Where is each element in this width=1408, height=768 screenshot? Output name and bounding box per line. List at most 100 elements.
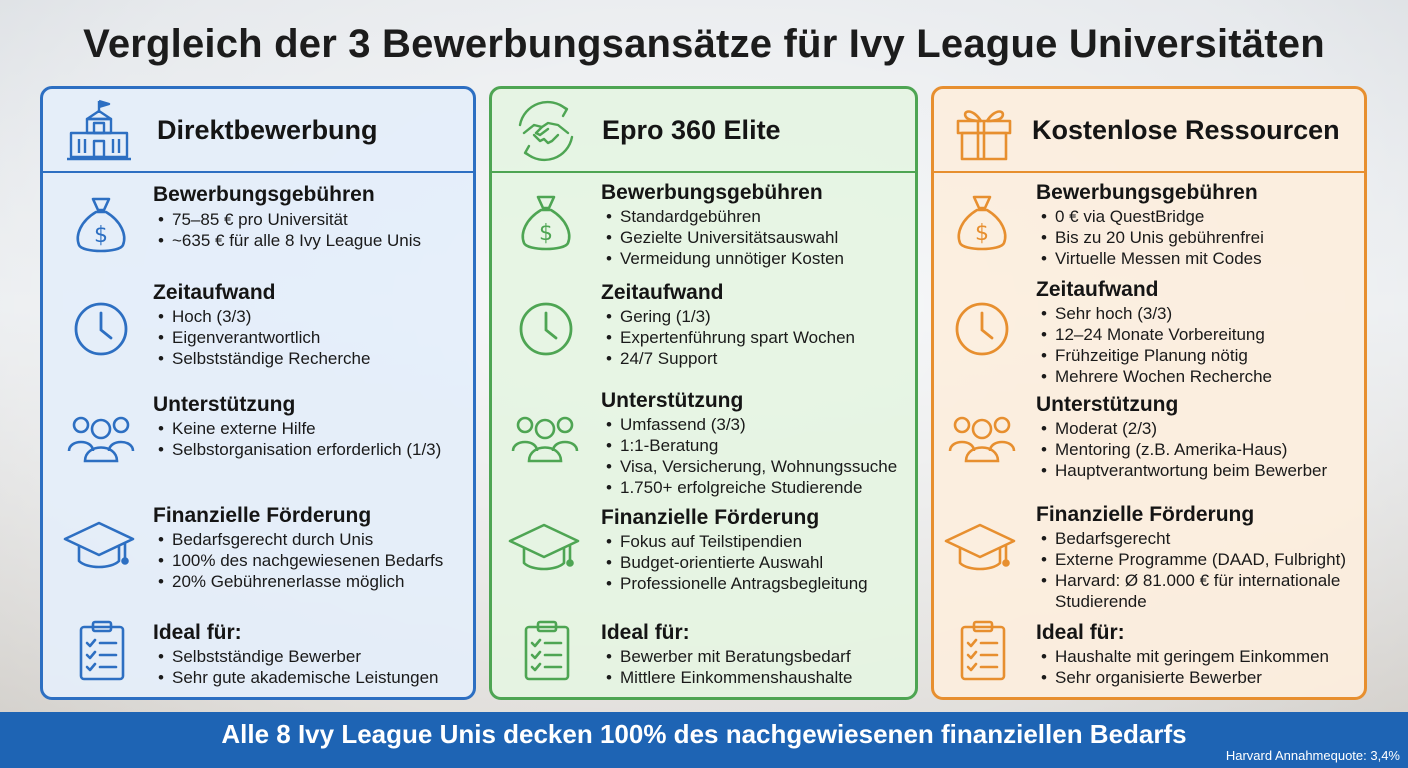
- card-title: Direktbewerbung: [157, 115, 378, 145]
- section-title-support: Unterstützung: [153, 393, 296, 416]
- gift-box-icon: [948, 97, 1020, 165]
- section-title-time: Zeitaufwand: [601, 281, 724, 304]
- section-list-support: Moderat (2/3) Mentoring (z.B. Amerika-Ha…: [1041, 418, 1327, 481]
- list-item: Sehr hoch (3/3): [1041, 303, 1272, 324]
- money-bag-icon: $: [514, 191, 578, 255]
- section-title-fees: Bewerbungsgebühren: [1036, 181, 1258, 204]
- card-title: Epro 360 Elite: [602, 115, 781, 145]
- list-item: Frühzeitige Planung nötig: [1041, 345, 1272, 366]
- list-item: Sehr gute akademische Leistungen: [158, 667, 439, 688]
- clock-icon: [69, 295, 133, 359]
- card-header: Epro 360 Elite: [492, 89, 915, 173]
- section-list-funding: Fokus auf Teilstipendien Budget-orientie…: [606, 531, 868, 594]
- list-item: 24/7 Support: [606, 348, 855, 369]
- section-title-ideal: Ideal für:: [601, 621, 690, 644]
- people-group-icon: [65, 405, 137, 469]
- section-list-ideal: Haushalte mit geringem Einkommen Sehr or…: [1041, 646, 1329, 688]
- footer-note: Harvard Annahmequote: 3,4%: [1225, 748, 1400, 763]
- svg-text:$: $: [539, 221, 553, 246]
- clock-icon: [514, 295, 578, 359]
- footer-headline: Alle 8 Ivy League Unis decken 100% des n…: [221, 719, 1187, 749]
- university-building-icon: [63, 97, 135, 165]
- list-item: ~635 € für alle 8 Ivy League Unis: [158, 230, 421, 251]
- list-item: 12–24 Monate Vorbereitung: [1041, 324, 1272, 345]
- list-item: Haushalte mit geringem Einkommen: [1041, 646, 1329, 667]
- list-item: Bedarfsgerecht durch Unis: [158, 529, 443, 550]
- section-title-time: Zeitaufwand: [1036, 278, 1159, 301]
- list-item: 1:1-Beratung: [606, 435, 897, 456]
- clipboard-checklist-icon: [952, 619, 1016, 683]
- section-list-ideal: Selbstständige Bewerber Sehr gute akadem…: [158, 646, 439, 688]
- section-list-ideal: Bewerber mit Beratungsbedarf Mittlere Ei…: [606, 646, 852, 688]
- list-item: Mittlere Einkommenshaushalte: [606, 667, 852, 688]
- money-bag-icon: $: [69, 193, 133, 257]
- money-bag-icon: $: [950, 191, 1014, 255]
- section-list-fees: 75–85 € pro Universität ~635 € für alle …: [158, 209, 421, 251]
- card-direktbewerbung: Direktbewerbung $ Bewerbungsgebühren 75–…: [40, 86, 476, 700]
- graduation-cap-icon: [63, 513, 135, 577]
- card-kostenlose-ressourcen: Kostenlose Ressourcen $ Bewerbungsgebühr…: [931, 86, 1367, 700]
- section-title-fees: Bewerbungsgebühren: [601, 181, 823, 204]
- section-title-support: Unterstützung: [1036, 393, 1179, 416]
- list-item: Bewerber mit Beratungsbedarf: [606, 646, 852, 667]
- list-item: Standardgebühren: [606, 206, 844, 227]
- list-item: Keine externe Hilfe: [158, 418, 441, 439]
- list-item: Gering (1/3): [606, 306, 855, 327]
- list-item: Mentoring (z.B. Amerika-Haus): [1041, 439, 1327, 460]
- section-title-ideal: Ideal für:: [1036, 621, 1125, 644]
- list-item: Budget-orientierte Auswahl: [606, 552, 868, 573]
- section-list-funding: Bedarfsgerecht Externe Programme (DAAD, …: [1041, 528, 1359, 612]
- list-item: Bedarfsgerecht: [1041, 528, 1359, 549]
- list-item: Gezielte Universitätsauswahl: [606, 227, 844, 248]
- section-list-support: Keine externe Hilfe Selbstorganisation e…: [158, 418, 441, 460]
- list-item: Selbstorganisation erforderlich (1/3): [158, 439, 441, 460]
- list-item: 0 € via QuestBridge: [1041, 206, 1264, 227]
- list-item: Hoch (3/3): [158, 306, 370, 327]
- page-title: Vergleich der 3 Bewerbungsansätze für Iv…: [83, 22, 1325, 66]
- list-item: Umfassend (3/3): [606, 414, 897, 435]
- section-title-funding: Finanzielle Förderung: [1036, 503, 1255, 526]
- clipboard-checklist-icon: [516, 619, 580, 683]
- clock-icon: [950, 295, 1014, 359]
- list-item: Professionelle Antragsbegleitung: [606, 573, 868, 594]
- section-list-time: Sehr hoch (3/3) 12–24 Monate Vorbereitun…: [1041, 303, 1272, 387]
- section-title-fees: Bewerbungsgebühren: [153, 183, 375, 206]
- section-title-ideal: Ideal für:: [153, 621, 242, 644]
- list-item: Bis zu 20 Unis gebührenfrei: [1041, 227, 1264, 248]
- section-list-funding: Bedarfsgerecht durch Unis 100% des nachg…: [158, 529, 443, 592]
- section-title-time: Zeitaufwand: [153, 281, 276, 304]
- card-header: Kostenlose Ressourcen: [934, 89, 1364, 173]
- list-item: Virtuelle Messen mit Codes: [1041, 248, 1264, 269]
- list-item: 75–85 € pro Universität: [158, 209, 421, 230]
- handshake-cycle-icon: [510, 97, 582, 165]
- list-item: Mehrere Wochen Recherche: [1041, 366, 1272, 387]
- section-title-funding: Finanzielle Förderung: [601, 506, 820, 529]
- card-epro-360-elite: Epro 360 Elite $ Bewerbungsgebühren Stan…: [489, 86, 918, 700]
- section-list-time: Hoch (3/3) Eigenverantwortlich Selbststä…: [158, 306, 370, 369]
- list-item: Moderat (2/3): [1041, 418, 1327, 439]
- list-item: 1.750+ erfolgreiche Studierende: [606, 477, 897, 498]
- list-item: Selbstständige Bewerber: [158, 646, 439, 667]
- svg-text:$: $: [975, 221, 989, 246]
- section-title-funding: Finanzielle Förderung: [153, 504, 372, 527]
- section-list-support: Umfassend (3/3) 1:1-Beratung Visa, Versi…: [606, 414, 897, 498]
- footer-banner: Alle 8 Ivy League Unis decken 100% des n…: [0, 712, 1408, 768]
- graduation-cap-icon: [944, 515, 1016, 579]
- list-item: 20% Gebührenerlasse möglich: [158, 571, 443, 592]
- list-item: Externe Programme (DAAD, Fulbright): [1041, 549, 1359, 570]
- section-title-support: Unterstützung: [601, 389, 744, 412]
- people-group-icon: [509, 405, 581, 469]
- svg-text:$: $: [94, 223, 108, 248]
- clipboard-checklist-icon: [71, 619, 135, 683]
- section-list-fees: 0 € via QuestBridge Bis zu 20 Unis gebüh…: [1041, 206, 1264, 269]
- list-item: Hauptverantwortung beim Bewerber: [1041, 460, 1327, 481]
- card-header: Direktbewerbung: [43, 89, 473, 173]
- list-item: Sehr organisierte Bewerber: [1041, 667, 1329, 688]
- list-item: Selbstständige Recherche: [158, 348, 370, 369]
- list-item: Harvard: Ø 81.000 € für internationale S…: [1041, 570, 1359, 612]
- list-item: Fokus auf Teilstipendien: [606, 531, 868, 552]
- section-list-time: Gering (1/3) Expertenführung spart Woche…: [606, 306, 855, 369]
- section-list-fees: Standardgebühren Gezielte Universitätsau…: [606, 206, 844, 269]
- list-item: Vermeidung unnötiger Kosten: [606, 248, 844, 269]
- list-item: 100% des nachgewiesenen Bedarfs: [158, 550, 443, 571]
